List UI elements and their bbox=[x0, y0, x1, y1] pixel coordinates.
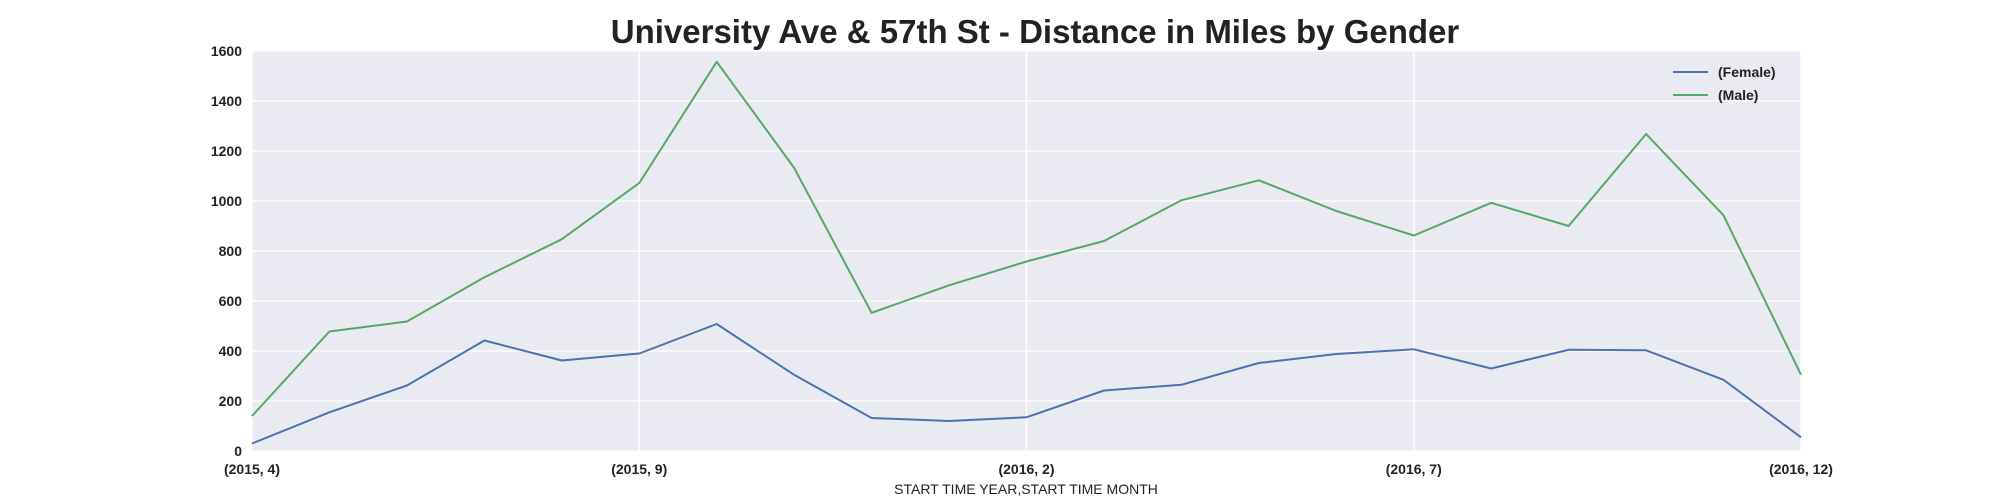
series-line-female bbox=[251, 323, 1802, 445]
x-axis-ticks: (2015, 4) (2015, 9) (2016, 2) (2016, 7) (201… bbox=[224, 461, 1833, 477]
series-lines bbox=[251, 60, 1802, 445]
y-tick-label: 200 bbox=[219, 393, 243, 409]
y-tick-label: 1600 bbox=[211, 43, 242, 59]
grid-lines bbox=[251, 50, 1802, 452]
legend-label-female: (Female) bbox=[1718, 64, 1776, 80]
x-tick-label: (2016, 2) bbox=[998, 461, 1054, 477]
chart-title: University Ave & 57th St - Distance in M… bbox=[611, 13, 1460, 50]
series-line-male bbox=[251, 60, 1802, 417]
y-tick-label: 600 bbox=[219, 293, 243, 309]
x-tick-label: (2015, 9) bbox=[611, 461, 667, 477]
y-tick-label: 1200 bbox=[211, 143, 242, 159]
legend: (Female) (Male) bbox=[1673, 64, 1776, 103]
y-tick-label: 1400 bbox=[211, 93, 242, 109]
x-tick-label: (2016, 12) bbox=[1769, 461, 1833, 477]
y-tick-label: 800 bbox=[219, 243, 243, 259]
legend-label-male: (Male) bbox=[1718, 87, 1758, 103]
y-tick-label: 1000 bbox=[211, 193, 242, 209]
x-tick-label: (2016, 7) bbox=[1386, 461, 1442, 477]
x-tick-label: (2015, 4) bbox=[224, 461, 280, 477]
y-axis-ticks: 0 200 400 600 800 1000 1200 1400 1600 bbox=[211, 43, 242, 459]
x-axis-label: START TIME YEAR,START TIME MONTH bbox=[894, 481, 1158, 497]
y-tick-label: 0 bbox=[234, 443, 242, 459]
y-tick-label: 400 bbox=[219, 343, 243, 359]
